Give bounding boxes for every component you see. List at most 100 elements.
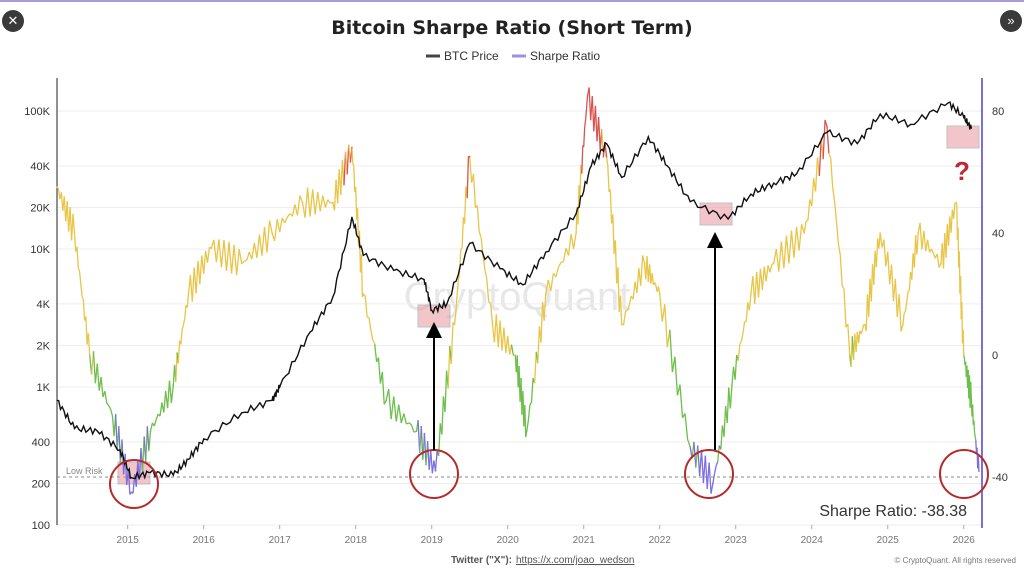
sharpe-ratio-segment <box>524 405 527 438</box>
sharpe-ratio-point <box>73 232 76 234</box>
sharpe-ratio-point <box>658 293 661 295</box>
right-tick-label: -40 <box>992 472 1008 484</box>
sharpe-ratio-segment <box>700 449 705 484</box>
x-tick-label: 2025 <box>877 535 900 546</box>
sharpe-ratio-segment <box>444 370 448 413</box>
sharpe-ratio-point <box>271 232 273 234</box>
sharpe-ratio-segment <box>739 340 742 345</box>
copyright: © CryptoQuant. All rights reserved <box>895 556 1017 565</box>
btc-price-point <box>241 412 243 414</box>
sharpe-ratio-segment <box>268 220 273 234</box>
sharpe-ratio-segment <box>757 268 762 298</box>
sharpe-ratio-point <box>826 125 828 128</box>
sharpe-ratio-segment <box>572 232 577 249</box>
sharpe-ratio-point <box>240 262 243 265</box>
sharpe-ratio-segment <box>669 329 674 372</box>
sharpe-ratio-segment <box>460 247 463 250</box>
sharpe-ratio-point <box>970 399 973 402</box>
sharpe-ratio-point <box>351 146 353 149</box>
sharpe-ratio-segment <box>803 221 807 234</box>
legend-sharpe-ratio[interactable]: Sharpe Ratio <box>530 49 600 63</box>
sharpe-ratio-segment <box>499 320 503 351</box>
sharpe-ratio-segment <box>830 158 834 188</box>
btc-price-point <box>621 176 623 179</box>
sharpe-ratio-segment <box>469 156 473 183</box>
chart-title: Bitcoin Sharpe Ratio (Short Term) <box>331 17 692 39</box>
btc-price-point <box>149 471 152 474</box>
sharpe-ratio-segment <box>455 295 458 314</box>
next-button[interactable]: » <box>1000 10 1022 32</box>
sharpe-ratio-point <box>491 323 494 326</box>
sharpe-ratio-segment <box>785 235 790 264</box>
sharpe-ratio-point <box>879 232 881 234</box>
sharpe-ratio-segment <box>108 405 112 410</box>
sharpe-ratio-segment <box>258 234 263 256</box>
close-button[interactable]: ✕ <box>2 10 24 32</box>
sharpe-ratio-point <box>848 354 851 356</box>
sharpe-ratio-segment <box>374 343 378 363</box>
sharpe-ratio-segment <box>832 187 836 201</box>
sharpe-ratio-segment <box>883 239 887 267</box>
sharpe-ratio-segment <box>366 316 370 319</box>
btc-price-point <box>522 284 524 286</box>
sharpe-ratio-segment <box>537 326 541 364</box>
sharpe-ratio-segment <box>246 251 250 261</box>
sharpe-ratio-point <box>525 430 528 433</box>
double-chevron-right-icon: » <box>1007 13 1015 28</box>
sharpe-ratio-segment <box>607 165 610 192</box>
sharpe-ratio-point <box>56 186 58 189</box>
sharpe-ratio-segment <box>233 244 238 276</box>
sharpe-ratio-segment <box>555 267 560 278</box>
sharpe-ratio-segment <box>261 226 266 256</box>
sharpe-ratio-segment <box>904 301 908 312</box>
sharpe-ratio-segment <box>754 271 758 304</box>
sharpe-ratio-segment <box>85 316 88 345</box>
btc-price-point <box>271 399 273 401</box>
sharpe-ratio-segment <box>199 255 203 285</box>
sharpe-ratio-segment <box>510 344 515 356</box>
sharpe-ratio-segment <box>406 422 410 425</box>
btc-price-point <box>970 127 972 129</box>
sharpe-ratio-segment <box>80 283 83 297</box>
left-tick-label: 40K <box>30 161 50 173</box>
sharpe-ratio-segment <box>973 432 976 437</box>
sharpe-ratio-segment <box>525 431 528 438</box>
sharpe-ratio-segment <box>674 356 679 396</box>
sharpe-ratio-segment <box>166 380 171 409</box>
sharpe-ratio-segment <box>368 317 372 331</box>
btc-price-point <box>469 242 471 244</box>
sharpe-ratio-segment <box>906 291 909 303</box>
sharpe-ratio-segment <box>579 164 582 200</box>
sharpe-ratio-segment <box>450 322 454 364</box>
sharpe-ratio-segment <box>203 251 207 274</box>
sharpe-ratio-segment <box>651 273 655 285</box>
sharpe-ratio-segment <box>393 396 397 422</box>
sharpe-ratio-segment <box>322 195 326 208</box>
btc-price-point <box>130 477 133 479</box>
sharpe-ratio-segment <box>919 222 923 250</box>
sharpe-ratio-segment <box>861 324 865 331</box>
sharpe-ratio-segment <box>641 255 646 264</box>
sharpe-ratio-segment <box>793 226 798 258</box>
twitter-link[interactable]: https://x.com/joao_wedson <box>516 555 634 566</box>
sharpe-ratio-segment <box>773 248 777 264</box>
sharpe-ratio-segment <box>279 217 283 233</box>
left-tick-label: 100K <box>24 106 50 118</box>
sharpe-ratio-segment <box>775 248 780 272</box>
sharpe-ratio-segment <box>115 414 118 451</box>
sharpe-ratio-segment <box>118 426 122 463</box>
highlight-circle <box>939 449 989 499</box>
sharpe-ratio-segment <box>92 351 97 384</box>
btc-price-point <box>666 165 668 167</box>
btc-price-point <box>309 331 311 333</box>
sharpe-ratio-segment <box>713 465 717 474</box>
legend-btc-price[interactable]: BTC Price <box>444 49 499 63</box>
btc-price-point <box>332 296 334 298</box>
btc-price-point <box>647 136 649 138</box>
left-tick-label: 1K <box>37 382 51 394</box>
sharpe-ratio-point <box>605 155 608 158</box>
sharpe-ratio-segment <box>304 187 309 218</box>
sharpe-ratio-segment <box>170 385 174 404</box>
sharpe-ratio-segment <box>614 240 618 284</box>
sharpe-ratio-point <box>902 323 904 326</box>
